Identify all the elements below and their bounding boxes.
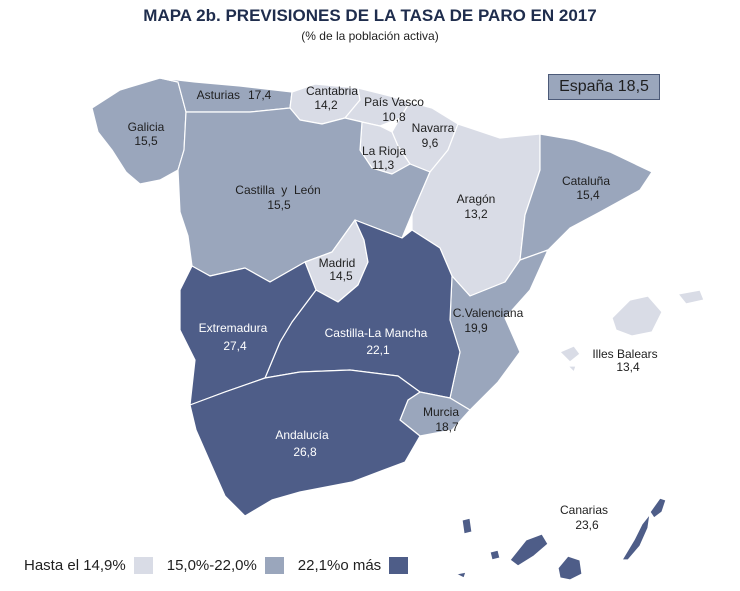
label-la-rioja-name: La Rioja (362, 144, 406, 158)
label-c-valenciana-value: 19,9 (464, 321, 488, 335)
el-hierro-island (455, 571, 467, 579)
map-subtitle: (% de la población activa) (301, 29, 439, 43)
label-pais-vasco-name: País Vasco (364, 95, 424, 109)
ibiza-island (559, 345, 581, 363)
label-andalucia-name: Andalucía (275, 428, 329, 442)
menorca-island (677, 289, 705, 305)
label-illes-balears-name: Illes Balears (592, 347, 657, 361)
gran-canaria-island (557, 555, 583, 581)
label-cataluna-value: 15,4 (576, 188, 600, 202)
label-castilla-leon-value: 15,5 (267, 198, 291, 212)
la-gomera-island (489, 549, 501, 561)
label-canarias-value: 23,6 (575, 518, 599, 532)
region-labels: Asturias 17,4 Cantabria 14,2 País Vasco 1… (128, 84, 658, 532)
label-aragon-value: 13,2 (464, 207, 488, 221)
label-aragon-name: Aragón (457, 192, 496, 206)
label-madrid-value: 14,5 (329, 269, 353, 283)
label-andalucia-value: 26,8 (293, 445, 317, 459)
legend: Hasta el 14,9% 15,0%-22,0% 22,1%o más (24, 554, 422, 576)
formentera-island (567, 365, 577, 373)
legend-swatch-low (133, 556, 153, 574)
region-andalucia (189, 369, 421, 517)
label-castilla-la-mancha-value: 22,1 (366, 343, 390, 357)
legend-label-high: 22,1%o más (297, 556, 382, 574)
label-c-valenciana-name: C.Valenciana (453, 306, 524, 320)
label-galicia-value: 15,5 (134, 134, 158, 148)
lanzarote-island (649, 497, 667, 519)
region-canarias (509, 533, 549, 567)
map-title: MAPA 2b. PREVISIONES DE LA TASA DE PARO … (143, 6, 597, 25)
legend-swatch-high (389, 556, 409, 574)
label-pais-vasco-value: 10,8 (382, 110, 406, 124)
la-palma-island (461, 517, 473, 535)
legend-swatch-mid (264, 556, 284, 574)
legend-label-low: Hasta el 14,9% (24, 556, 126, 574)
label-castilla-leon-name: Castilla y León (235, 183, 320, 197)
national-rate-box: España 18,5 (548, 74, 660, 100)
label-galicia-name: Galicia (128, 120, 165, 134)
region-illes-balears (611, 295, 663, 337)
label-murcia-value: 18,7 (435, 420, 459, 434)
label-navarra-value: 9,6 (422, 136, 439, 150)
label-cantabria-value: 14,2 (314, 98, 338, 112)
label-cantabria-name: Cantabria (306, 84, 358, 98)
label-castilla-la-mancha-name: Castilla-La Mancha (325, 326, 428, 340)
label-asturias: Asturias 17,4 (197, 88, 272, 102)
label-la-rioja-value: 11,3 (372, 158, 395, 172)
label-extremadura-value: 27,4 (223, 339, 247, 353)
region-cataluna (519, 133, 653, 261)
label-murcia-name: Murcia (423, 405, 459, 419)
region-extremadura (179, 261, 317, 406)
label-canarias-name: Canarias (560, 503, 608, 517)
label-navarra-name: Navarra (412, 121, 455, 135)
legend-label-mid: 15,0%-22,0% (166, 556, 257, 574)
label-cataluna-name: Cataluña (562, 174, 610, 188)
fuerteventura-island (621, 513, 651, 561)
label-illes-balears-value: 13,4 (616, 360, 640, 374)
label-extremadura-name: Extremadura (199, 321, 268, 335)
label-madrid-name: Madrid (319, 256, 356, 270)
